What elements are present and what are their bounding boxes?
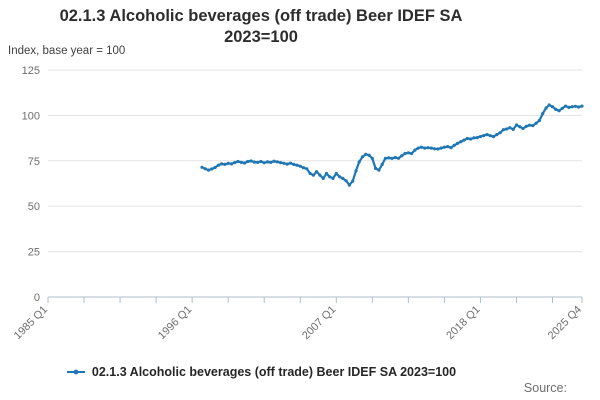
svg-text:1996 Q1: 1996 Q1 [156, 304, 194, 342]
chart-title: 02.1.3 Alcoholic beverages (off trade) B… [0, 6, 522, 48]
line-dot-marker-icon [66, 367, 86, 377]
svg-text:75: 75 [28, 156, 40, 168]
chart-title-line1: 02.1.3 Alcoholic beverages (off trade) B… [59, 7, 463, 25]
svg-text:2018 Q1: 2018 Q1 [444, 304, 482, 342]
y-axis-unit-label: Index, base year = 100 [8, 45, 126, 57]
svg-text:0: 0 [34, 292, 40, 304]
svg-text:25: 25 [28, 247, 40, 259]
chart-title-line2: 2023=100 [224, 28, 298, 46]
source-label: Source: [523, 381, 567, 395]
svg-text:125: 125 [22, 65, 40, 77]
legend-label: 02.1.3 Alcoholic beverages (off trade) B… [91, 365, 457, 379]
svg-text:2025 Q4: 2025 Q4 [546, 304, 584, 342]
svg-text:50: 50 [28, 201, 40, 213]
legend-item[interactable]: 02.1.3 Alcoholic beverages (off trade) B… [0, 365, 522, 379]
svg-text:100: 100 [22, 110, 40, 122]
svg-text:1985 Q1: 1985 Q1 [12, 304, 50, 342]
svg-text:2007 Q1: 2007 Q1 [300, 304, 338, 342]
